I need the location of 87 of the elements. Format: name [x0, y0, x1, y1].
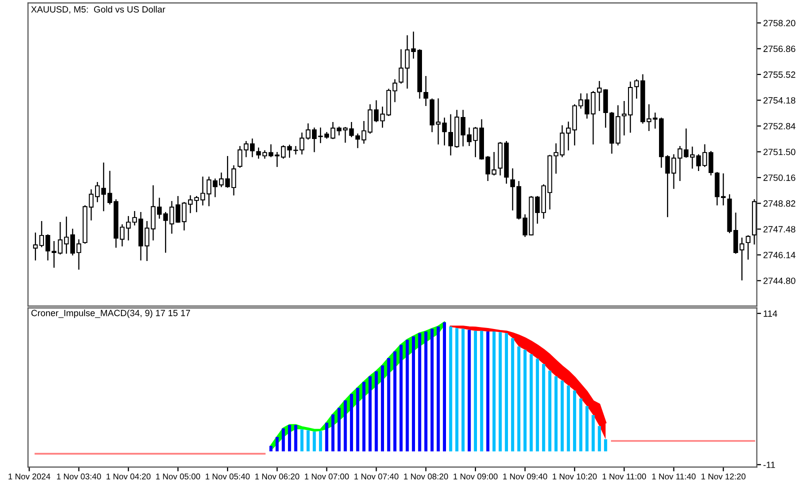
bar [269, 446, 272, 452]
bar [300, 429, 304, 452]
y-tick-label: 2756.86 [764, 46, 796, 52]
y-tick-label: 2755.52 [764, 71, 796, 78]
bar [418, 333, 422, 452]
bar [579, 398, 582, 452]
bar [393, 351, 396, 452]
bar [430, 328, 434, 452]
bar [424, 331, 428, 452]
bar [312, 432, 316, 452]
x-tick-label: 1 Nov 12:20 [702, 474, 746, 480]
y-tick-label: 114 [764, 310, 778, 317]
x-tick-label: 1 Nov 09:00 [454, 474, 498, 480]
bar [406, 340, 409, 452]
bar [511, 338, 514, 452]
bar [530, 354, 533, 452]
bar [474, 330, 477, 452]
candlestick [746, 235, 750, 260]
bar [331, 414, 334, 452]
x-tick-label: 1 Nov 06:20 [255, 474, 300, 480]
x-tick-label: 1 Nov 05:00 [156, 474, 200, 480]
y-tick-label: 2751.50 [764, 148, 796, 156]
bar [306, 430, 310, 452]
bar [338, 408, 341, 452]
bar [442, 322, 446, 452]
y-tick-label: 2746.14 [764, 252, 796, 258]
bar [350, 394, 354, 452]
bar [498, 332, 502, 452]
bar [492, 331, 496, 452]
x-tick-label: 1 Nov 07:00 [304, 474, 349, 480]
bar [276, 436, 279, 452]
bar [566, 386, 570, 452]
bar [412, 336, 416, 452]
bar [449, 326, 452, 452]
x-tick-label: 1 Nov 2024 [8, 474, 50, 480]
x-tick-label: 1 Nov 10:20 [552, 474, 597, 480]
bar [462, 328, 465, 452]
chart-title: XAUUSD, M5: Gold vs US Dollar [31, 6, 166, 14]
bar [504, 333, 508, 452]
bar [387, 358, 390, 452]
bar [380, 365, 384, 452]
bar [282, 428, 285, 452]
bar [368, 376, 372, 452]
bar [480, 330, 484, 452]
bar [604, 439, 608, 452]
bar [560, 380, 564, 452]
bar [554, 376, 558, 452]
x-tick-label: 1 Nov 08:20 [404, 474, 448, 480]
y-tick-label: 2750.16 [764, 174, 796, 181]
x-tick-label: 1 Nov 05:40 [206, 474, 250, 480]
chart-title: Croner_Impulse_MACD(34, 9) 17 15 17 [31, 310, 190, 318]
bar [344, 400, 347, 452]
bar [455, 328, 458, 452]
bar [536, 358, 539, 452]
bar [517, 346, 520, 452]
bar [374, 371, 378, 452]
y-tick-label: 2744.80 [764, 278, 796, 284]
x-tick-label: 1 Nov 11:00 [602, 474, 646, 480]
bar [585, 406, 589, 452]
bar [548, 370, 552, 452]
y-tick-label: 2747.48 [764, 226, 796, 232]
x-tick-label: 1 Nov 04:20 [106, 474, 151, 480]
bar [598, 426, 601, 452]
bar [288, 424, 292, 452]
bar [356, 388, 360, 452]
x-tick-label: 1 Nov 03:40 [56, 474, 101, 480]
y-tick-label: 2748.82 [764, 200, 796, 207]
x-tick-label: 1 Nov 09:40 [503, 474, 548, 480]
bar [573, 390, 576, 452]
y-tick-label: 2754.18 [764, 97, 796, 104]
bar [400, 344, 403, 452]
bar [318, 431, 322, 452]
bar [362, 382, 366, 452]
y-tick-label: 2752.84 [764, 122, 796, 130]
y-tick-label: 2758.20 [764, 20, 796, 26]
y-tick-label: -11 [763, 462, 775, 468]
bar [468, 330, 471, 452]
bar [523, 350, 527, 452]
bar [592, 415, 595, 452]
x-tick-label: 1 Nov 07:40 [354, 474, 398, 480]
bar [294, 424, 298, 452]
bar [486, 331, 490, 452]
bar [436, 326, 440, 452]
x-tick-label: 1 Nov 11:40 [652, 474, 696, 480]
candlestick [424, 76, 428, 106]
bar [325, 422, 328, 452]
bar [542, 364, 546, 452]
